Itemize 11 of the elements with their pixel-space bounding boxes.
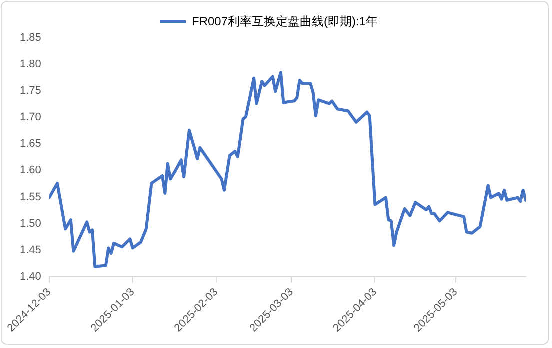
y-tick-label: 1.55 bbox=[20, 191, 42, 204]
y-tick-label: 1.60 bbox=[20, 164, 42, 177]
y-tick-label: 1.85 bbox=[20, 32, 42, 44]
y-tick-label: 1.70 bbox=[20, 112, 42, 124]
y-tick-label: 1.40 bbox=[20, 270, 42, 283]
y-tick-label: 1.50 bbox=[20, 218, 42, 230]
y-tick-label: 1.75 bbox=[20, 85, 42, 98]
y-tick-label: 1.65 bbox=[20, 138, 42, 150]
y-tick-label: 1.45 bbox=[20, 244, 42, 256]
legend-label: FR007利率互换定盘曲线(即期):1年 bbox=[192, 14, 378, 28]
y-tick-label: 1.80 bbox=[20, 58, 42, 71]
